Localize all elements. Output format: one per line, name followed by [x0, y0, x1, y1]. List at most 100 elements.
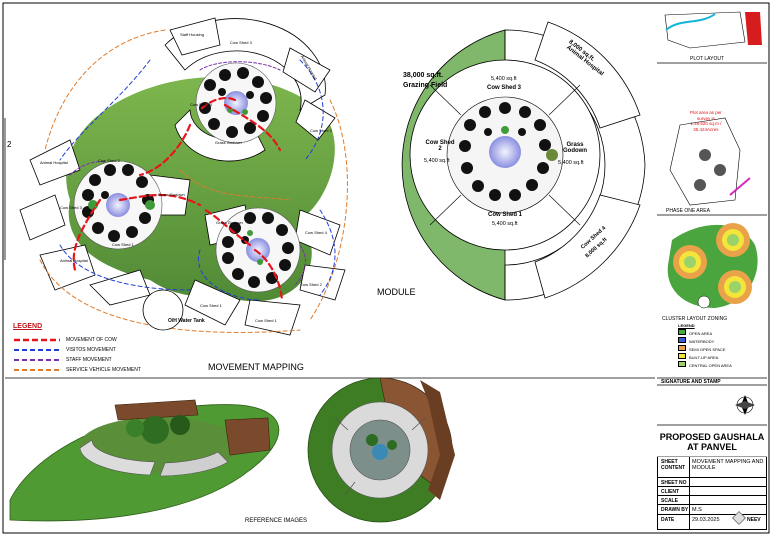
zoning-swatch	[678, 345, 686, 351]
legend-title: LEGEND	[13, 323, 43, 330]
water-tank-label: O/H Water Tank	[168, 318, 205, 324]
cluster-label: Cow Shed 4	[305, 230, 327, 235]
table-divider	[689, 457, 690, 529]
plot-note-line: survey is	[697, 115, 715, 121]
sheet-no-label: SHEET NO	[661, 480, 687, 486]
cluster-label: Cow Shed 1	[112, 242, 134, 247]
zoning-item-label: WATERBODY	[689, 339, 715, 344]
client-row: CLIENT	[658, 486, 766, 496]
zoning-legend-title: LEGEND	[678, 323, 695, 328]
tree-canopies	[82, 67, 294, 288]
sheet-no-row: SHEET NO	[658, 477, 766, 487]
phase-one-label: PHASE ONE AREA	[666, 208, 710, 214]
zoning-item-label: CENTRAL OPEN AREA	[689, 363, 732, 368]
zoning-item: WATERBODY	[678, 337, 732, 345]
grazing-area: 38,000 sq.ft.	[403, 72, 444, 79]
zoning-swatch	[678, 337, 686, 343]
cluster-label: Cow Shed 3	[60, 205, 82, 210]
zoning-item: SEMI OPEN SPACE	[678, 345, 732, 353]
zoning-swatch	[678, 361, 686, 367]
cluster-label: Grass Godown	[215, 140, 242, 145]
cluster-label: Animal Hospital	[60, 258, 88, 263]
title-block-graphics	[657, 11, 767, 458]
hospital-block	[534, 21, 641, 129]
zoning-legend: OPEN AREA WATERBODY SEMI OPEN SPACE BUIL…	[678, 329, 732, 369]
scale-label: SCALE	[661, 498, 678, 504]
cluster-label: Cow Shed 2	[310, 128, 332, 133]
date-row: DATE 29.03.2025 NEEV	[658, 511, 766, 529]
shed4-block	[534, 194, 641, 299]
shed2-area: 5,400 sq.ft	[424, 158, 450, 164]
cluster-label: Staff Housing	[180, 32, 204, 37]
date-label: DATE	[661, 517, 675, 523]
sheet-content-label: SHEET CONTENT	[661, 459, 686, 471]
module-title: MODULE	[377, 287, 416, 297]
cluster-zoning-map	[667, 223, 758, 309]
title-block-table: SHEET CONTENT MOVEMENT MAPPING AND MODUL…	[657, 457, 767, 530]
reference-caption: REFERENCE IMAGES	[245, 518, 308, 524]
movement-legend	[14, 338, 60, 371]
shed1-area: 5,400 sq.ft	[492, 221, 518, 227]
grass-name: Grass Godown	[563, 142, 587, 154]
drawn-by-label: DRAWN BY	[661, 507, 689, 513]
plot-note-line: 35.424Acres	[693, 126, 719, 132]
side-mark: 2	[7, 140, 12, 149]
legend-item: MOVEMENT OF COW	[66, 337, 117, 343]
plot-layout-label: PLOT LAYOUT	[690, 56, 724, 62]
neev-logo	[732, 511, 746, 525]
plot-note-line: Plot area as per	[690, 110, 722, 115]
cluster-label: Animal Hospital	[40, 160, 68, 165]
signature-label: SIGNATURE AND STAMP	[661, 379, 721, 385]
green-trees	[88, 107, 263, 265]
scale-row: SCALE	[658, 495, 766, 505]
shed3-area: 5,400 sq.ft	[491, 76, 517, 82]
legend-item: VISITOS MOVEMENT	[66, 347, 116, 353]
project-title-line: PROPOSED GAUSHALA	[659, 432, 765, 442]
grazing-name: Grazing Field	[403, 82, 448, 89]
zoning-item: CENTRAL OPEN AREA	[678, 361, 732, 369]
zoning-item-label: SEMI OPEN SPACE	[689, 347, 726, 352]
cluster-label: Cow Shed 4	[190, 102, 212, 107]
movement-mapping-title: MOVEMENT MAPPING	[208, 362, 304, 372]
cluster-zoning-label: CLUSTER LAYOUT ZONING	[662, 316, 728, 322]
cluster-label: Cow Shed 2	[300, 282, 322, 287]
movement-mapping-plan	[19, 17, 348, 336]
cluster-label: Cow Shed 1	[255, 318, 277, 323]
zoning-item-label: OPEN AREA	[689, 331, 713, 336]
logo-text: NEEV	[747, 517, 761, 523]
sheet-content-row: SHEET CONTENT MOVEMENT MAPPING AND MODUL…	[658, 457, 766, 477]
grass-area: 5,400 sq.ft	[558, 160, 584, 166]
plot-note: Plot area as per survey is 1,48,620 sq.m…	[690, 110, 722, 132]
client-label: CLIENT	[661, 489, 680, 495]
sheet-content-value: MOVEMENT MAPPING AND MODULE	[692, 459, 764, 471]
shed2-name: Cow Shed 2	[425, 140, 455, 152]
cluster-label: Grass Godown	[216, 220, 243, 225]
date-value: 29.03.2025	[692, 517, 720, 523]
zoning-swatch	[678, 329, 686, 335]
shed1-name: Cow Shed 1	[488, 212, 523, 218]
zoning-item: BUILT-UP AREA	[678, 353, 732, 361]
legend-item: STAFF MOVEMENT	[66, 357, 112, 363]
cluster-label: Cow Shed 1	[200, 303, 222, 308]
phase-one-map	[669, 117, 741, 206]
north-arrow-icon	[735, 395, 755, 415]
zoning-swatch	[678, 353, 686, 359]
module-diagram	[401, 21, 646, 301]
legend-item: SERVICE VEHICLE MOVEMENT	[66, 367, 141, 373]
movement-paths	[39, 29, 348, 333]
drawn-by-value: M.S	[692, 507, 702, 513]
plot-layout-map	[664, 11, 746, 49]
drawn-by-row: DRAWN BY M.S	[658, 504, 766, 515]
zoning-item-label: BUILT-UP AREA	[689, 355, 719, 360]
zoning-item: OPEN AREA	[678, 329, 732, 337]
shed3-name: Cow Shed 3	[487, 85, 522, 91]
project-title-line: AT PANVEL	[687, 442, 737, 452]
water-tank-circle	[142, 289, 184, 331]
cluster-label: Cow Shed 3	[230, 40, 252, 45]
cluster-label: Grass Godown	[158, 192, 185, 197]
cluster-label: Cow Shed 2	[98, 158, 120, 163]
project-title: PROPOSED GAUSHALA AT PANVEL	[657, 432, 767, 452]
